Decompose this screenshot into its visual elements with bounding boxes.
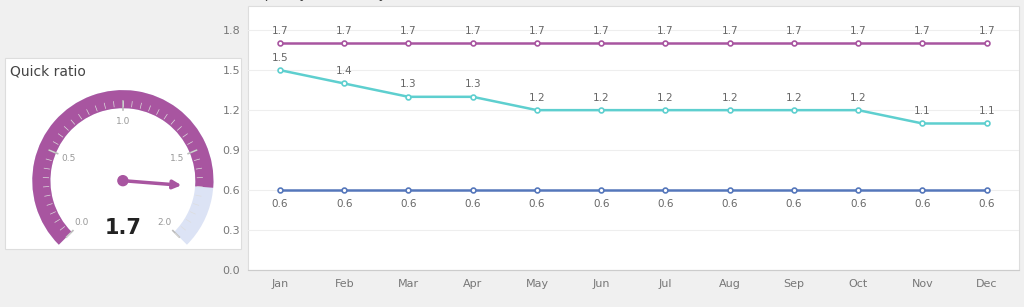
Wedge shape: [33, 90, 213, 245]
Text: 0.6: 0.6: [979, 200, 995, 209]
Text: 1.2: 1.2: [593, 93, 609, 103]
Text: 1.7: 1.7: [979, 26, 995, 36]
Text: 0.6: 0.6: [914, 200, 931, 209]
Text: 2.0: 2.0: [158, 218, 172, 227]
Text: 1.7: 1.7: [336, 26, 352, 36]
Text: 1.1: 1.1: [914, 106, 931, 116]
Text: 1.3: 1.3: [465, 80, 481, 89]
Text: 0.6: 0.6: [657, 200, 674, 209]
Text: Liquidity ratio analysis: Liquidity ratio analysis: [248, 0, 404, 1]
Text: 0.6: 0.6: [722, 200, 738, 209]
FancyBboxPatch shape: [248, 6, 1019, 270]
Text: 0.6: 0.6: [400, 200, 417, 209]
Text: 1.2: 1.2: [528, 93, 545, 103]
Text: 1.7: 1.7: [400, 26, 417, 36]
Text: 1.7: 1.7: [104, 218, 141, 238]
Text: 0.6: 0.6: [850, 200, 866, 209]
Text: 1.4: 1.4: [336, 66, 352, 76]
FancyBboxPatch shape: [5, 58, 241, 249]
Text: 1.1: 1.1: [979, 106, 995, 116]
Text: 1.7: 1.7: [593, 26, 609, 36]
Text: 1.7: 1.7: [465, 26, 481, 36]
Text: 1.0: 1.0: [116, 117, 130, 126]
Text: 1.7: 1.7: [271, 26, 288, 36]
Text: 0.6: 0.6: [785, 200, 802, 209]
Text: 1.7: 1.7: [528, 26, 545, 36]
Text: 1.5: 1.5: [271, 53, 288, 63]
Text: 1.7: 1.7: [722, 26, 738, 36]
Text: 0.6: 0.6: [593, 200, 609, 209]
Wedge shape: [33, 90, 213, 245]
Text: Quick ratio: Quick ratio: [9, 65, 86, 79]
Text: 0.6: 0.6: [336, 200, 352, 209]
Text: 1.3: 1.3: [400, 80, 417, 89]
Text: 1.2: 1.2: [722, 93, 738, 103]
Text: 0.5: 0.5: [61, 154, 76, 163]
Text: 1.7: 1.7: [850, 26, 866, 36]
Text: 1.7: 1.7: [785, 26, 802, 36]
Text: 0.6: 0.6: [528, 200, 545, 209]
Text: 1.7: 1.7: [657, 26, 674, 36]
Text: 1.7: 1.7: [914, 26, 931, 36]
Text: 0.6: 0.6: [271, 200, 288, 209]
Text: 1.2: 1.2: [657, 93, 674, 103]
Text: 0.0: 0.0: [74, 218, 88, 227]
Text: 1.5: 1.5: [170, 154, 184, 163]
Text: 1.2: 1.2: [850, 93, 866, 103]
Text: 0.6: 0.6: [465, 200, 481, 209]
Circle shape: [118, 176, 128, 186]
Text: 1.2: 1.2: [785, 93, 802, 103]
